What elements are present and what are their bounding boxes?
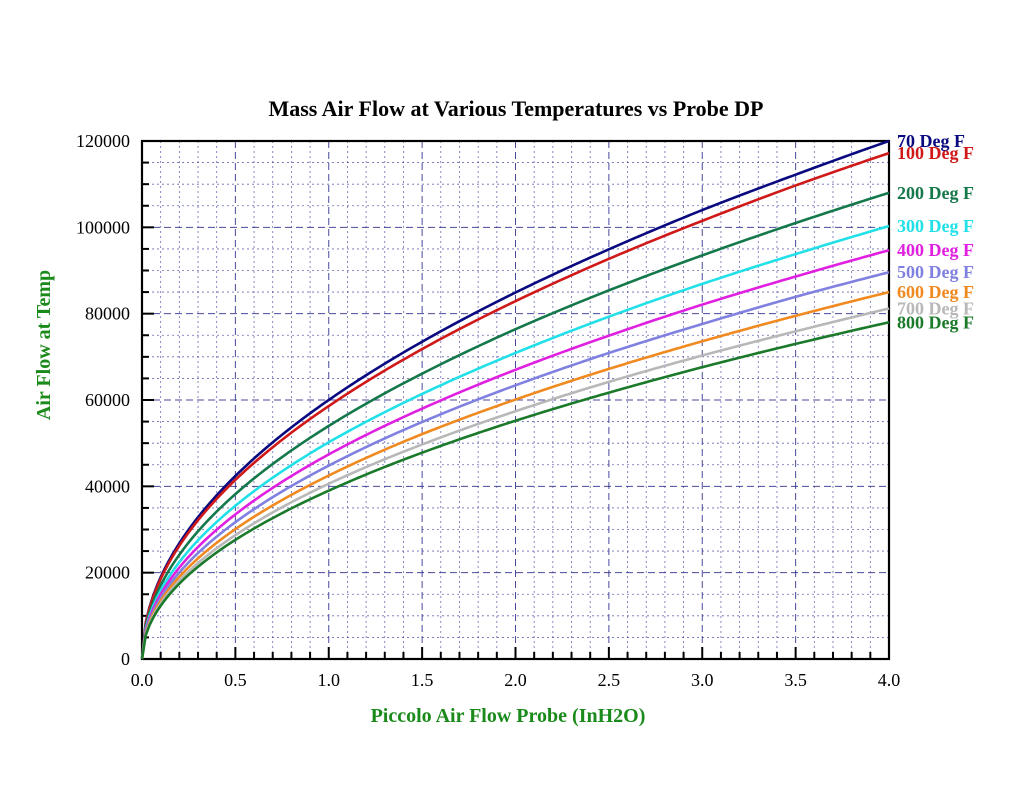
y-axis-label: Air Flow at Temp bbox=[33, 270, 55, 420]
series-line bbox=[140, 270, 890, 660]
x-tick-label: 2.0 bbox=[504, 670, 527, 690]
series-group bbox=[140, 139, 890, 660]
y-tick-label: 60000 bbox=[85, 390, 130, 410]
y-tick-label: 40000 bbox=[85, 476, 130, 496]
series-line bbox=[140, 191, 890, 660]
series-line bbox=[140, 139, 890, 660]
x-tick-label: 1.0 bbox=[318, 670, 341, 690]
legend-label: 400 Deg F bbox=[897, 240, 974, 260]
x-tick-label: 3.0 bbox=[691, 670, 714, 690]
series-line bbox=[140, 224, 890, 660]
y-tick-label: 0 bbox=[121, 649, 130, 669]
x-tick-label: 2.5 bbox=[598, 670, 621, 690]
legend-label: 300 Deg F bbox=[897, 216, 974, 236]
y-tick-label: 120000 bbox=[76, 131, 130, 151]
series-line bbox=[140, 248, 890, 660]
x-tick-label: 1.5 bbox=[411, 670, 434, 690]
series-line bbox=[140, 290, 890, 660]
legend-label: 200 Deg F bbox=[897, 183, 974, 203]
x-tick-label: 0.5 bbox=[224, 670, 247, 690]
x-axis-label: Piccolo Air Flow Probe (InH2O) bbox=[371, 705, 646, 727]
y-tick-label: 100000 bbox=[76, 217, 130, 237]
legend-label: 600 Deg F bbox=[897, 282, 974, 302]
series-line bbox=[140, 307, 890, 660]
legend-label: 500 Deg F bbox=[897, 262, 974, 282]
x-tick-label: 0.0 bbox=[131, 670, 154, 690]
plot-grid bbox=[142, 141, 889, 659]
series-line bbox=[140, 151, 890, 660]
legend-label: 800 Deg F bbox=[897, 312, 974, 332]
legend-label: 100 Deg F bbox=[897, 143, 974, 163]
x-tick-label: 4.0 bbox=[878, 670, 901, 690]
y-tick-label: 20000 bbox=[85, 563, 130, 583]
chart-title: Mass Air Flow at Various Temperatures vs… bbox=[268, 96, 763, 121]
y-tick-label: 80000 bbox=[85, 304, 130, 324]
x-tick-label: 3.5 bbox=[784, 670, 807, 690]
legend-label: 700 Deg F bbox=[897, 298, 974, 318]
tick-labels: 0.0 0.5 1.0 1.5 2.0 2.5 3.0 3.5 4.0 0 20000 40000 60… bbox=[76, 131, 900, 690]
legend-label: 70 Deg F bbox=[897, 131, 965, 151]
series-line bbox=[140, 321, 890, 660]
